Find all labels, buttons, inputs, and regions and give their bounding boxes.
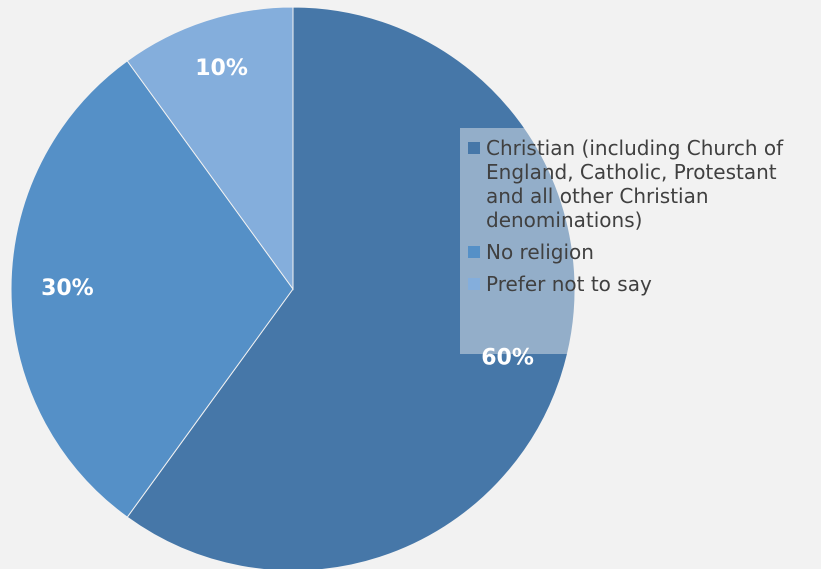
legend-label-prefer-not-to-say: Prefer not to say xyxy=(486,272,652,296)
pie-slice-christian xyxy=(126,6,576,569)
legend-marker-christian xyxy=(468,142,480,154)
legend-item-no-religion: No religion xyxy=(468,240,821,264)
legend-marker-prefer-not-to-say xyxy=(468,278,480,290)
legend-marker-no-religion xyxy=(468,246,480,258)
pie-slices xyxy=(10,6,576,569)
chart-legend: Christian (including Church of England, … xyxy=(460,128,821,354)
legend-item-prefer-not-to-say: Prefer not to say xyxy=(468,272,821,296)
pie-slice-prefer-not-to-say xyxy=(126,6,294,291)
pie-slice-no-religion xyxy=(10,60,294,518)
legend-label-christian: Christian (including Church of England, … xyxy=(486,136,784,232)
legend-label-no-religion: No religion xyxy=(486,240,594,264)
legend-item-christian: Christian (including Church of England, … xyxy=(468,136,821,232)
